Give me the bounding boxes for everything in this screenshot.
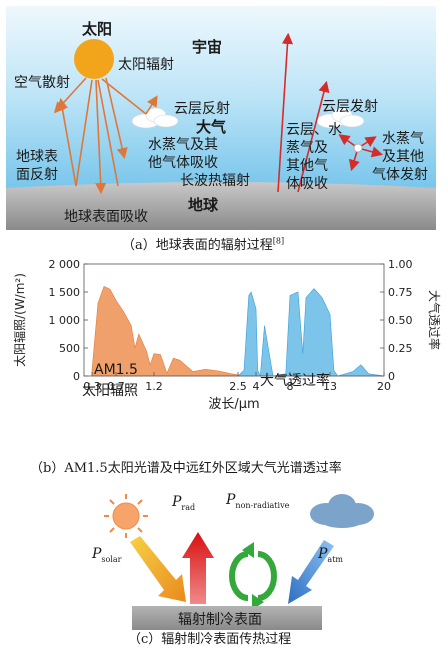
- p-rad-label: Prad: [172, 494, 195, 512]
- y-left-tick-label: 1 000: [49, 314, 81, 327]
- y-right-tick-label: 0.75: [388, 286, 413, 299]
- p-nonrad-main: P: [226, 492, 236, 508]
- sun-icon: [74, 39, 114, 79]
- x-tick-label: 20: [377, 380, 391, 393]
- p-solar-label: Psolar: [92, 546, 122, 564]
- cooling-surface-label: 辐射制冷表面: [178, 612, 262, 628]
- y-right-tick-label: 0.25: [388, 342, 413, 355]
- am15-label-1: AM1.5: [94, 362, 138, 378]
- x-tick-label: 0.7: [107, 380, 125, 393]
- panel-a-caption-ref: [8]: [272, 236, 285, 246]
- vapor-absorb-label-1: 水蒸气及其: [148, 137, 218, 153]
- earth-absorb-label: 地球表面吸收: [64, 209, 148, 225]
- cloud-vapor-label-1: 云层、水: [286, 122, 342, 138]
- solar-arrow-icon: [130, 536, 186, 602]
- panel-b-spectrum-chart: 0 500 1 000 1 500 2 000 0 0.25 0.50 0.75 1.00 0.3 0…: [6, 252, 442, 476]
- p-atm-main: P: [318, 546, 328, 562]
- p-solar-main: P: [92, 546, 102, 562]
- atmosphere-label: 大气: [196, 118, 227, 136]
- x-tick-label: 0.3: [83, 380, 101, 393]
- y-left-tick-label: 2 000: [49, 258, 81, 271]
- panel-a-radiation-diagram: 太阳 宇宙 太阳辐射 空气散射 云层反射 云层发射 大气 地球表 面反射 水蒸气…: [6, 6, 436, 230]
- p-atm-sub: atm: [327, 554, 343, 564]
- cooling-surface-block: [132, 606, 322, 630]
- p-rad-sub: rad: [181, 502, 196, 512]
- sun-label: 太阳: [82, 20, 113, 38]
- x-tick-label: 8: [287, 380, 294, 393]
- panel-a-caption-text: （a）地球表面的辐射过程: [122, 238, 273, 253]
- vapor-emit-label-3: 气体发射: [372, 167, 428, 183]
- rad-arrow-icon: [182, 532, 214, 604]
- panel-c-caption: （c）辐射制冷表面传热过程: [128, 632, 292, 647]
- y-left-tick-label: 1 500: [49, 286, 81, 299]
- y-right-tick-label: 1.00: [388, 258, 413, 271]
- molecule-icon: [353, 143, 363, 153]
- panel-a-caption: （a）地球表面的辐射过程[8]: [122, 234, 284, 253]
- p-rad-main: P: [172, 494, 182, 510]
- cloud-icon-right: [316, 107, 365, 129]
- am15-label-2: 太阳辐照: [82, 383, 138, 399]
- p-solar-sub: solar: [101, 554, 122, 564]
- cloud-reflect-label: 云层反射: [174, 101, 230, 117]
- longwave-label: 长波热辐射: [180, 173, 250, 189]
- p-atm-label: Patm: [318, 546, 343, 564]
- vapor-emit-label-2: 及其他: [382, 149, 424, 165]
- transmit-series-label: 大气透过率: [260, 373, 330, 389]
- vapor-absorb-label-2: 他气体吸收: [148, 155, 218, 171]
- y-left-axis-label: 太阳辐照/(W/m²): [12, 273, 27, 367]
- spectrum-chart-svg: 0 500 1 000 1 500 2 000 0 0.25 0.50 0.75 1.00 0.3 0…: [12, 258, 442, 412]
- cloud-icon-left: [131, 107, 179, 129]
- x-tick-label: 4: [253, 380, 260, 393]
- cloud-vapor-label-3: 其他气: [286, 158, 328, 174]
- cloud-vapor-label-2: 蒸气及: [286, 140, 328, 156]
- y-right-tick-label: 0.50: [388, 314, 413, 327]
- cloud-blue-icon: [310, 494, 374, 528]
- panel-c-svg: [104, 494, 374, 630]
- series-transmit-area: [237, 288, 385, 378]
- sun-small-icon: [104, 494, 148, 538]
- x-axis-label: 波长/μm: [208, 397, 259, 412]
- p-nonrad-label: Pnon-radiative: [226, 492, 289, 510]
- sky-background: [6, 6, 436, 201]
- earth-label: 地球: [188, 196, 219, 214]
- x-tick-label: 13: [323, 380, 337, 393]
- ground-reflect-label-1: 地球表: [16, 149, 58, 165]
- x-tick-label: 2.5: [229, 380, 247, 393]
- y-right-tick-label: 0: [388, 370, 395, 383]
- panel-b-caption: （b）AM1.5太阳光谱及中远红外区域大气光谱透过率: [30, 461, 342, 476]
- y-left-tick-label: 500: [59, 342, 80, 355]
- solar-arrows: [53, 77, 158, 195]
- x-tick-label: 1.2: [145, 380, 163, 393]
- earth-ground: [6, 182, 436, 230]
- cloud-vapor-label-4: 体吸收: [286, 176, 328, 192]
- sun-radiation-label: 太阳辐射: [118, 57, 174, 73]
- air-scatter-label: 空气散射: [14, 75, 70, 91]
- nonrad-cycle-icon: [229, 551, 277, 601]
- panel-a-svg: [6, 6, 436, 230]
- y-left-tick-label: 0: [73, 370, 80, 383]
- vapor-emit-label-1: 水蒸气: [382, 131, 424, 147]
- panel-c-heat-transfer: Prad Pnon-radiative Psolar Patm 辐射制冷表面: [6, 480, 442, 644]
- universe-label: 宇宙: [192, 38, 223, 56]
- ground-reflect-label-2: 面反射: [16, 167, 58, 183]
- y-right-axis-label: 大气透过率: [427, 290, 442, 350]
- p-nonrad-sub: non-radiative: [235, 500, 290, 510]
- cloud-emit-label: 云层发射: [322, 99, 378, 115]
- atm-arrow-icon: [288, 540, 334, 604]
- series-solar-area: [91, 285, 239, 377]
